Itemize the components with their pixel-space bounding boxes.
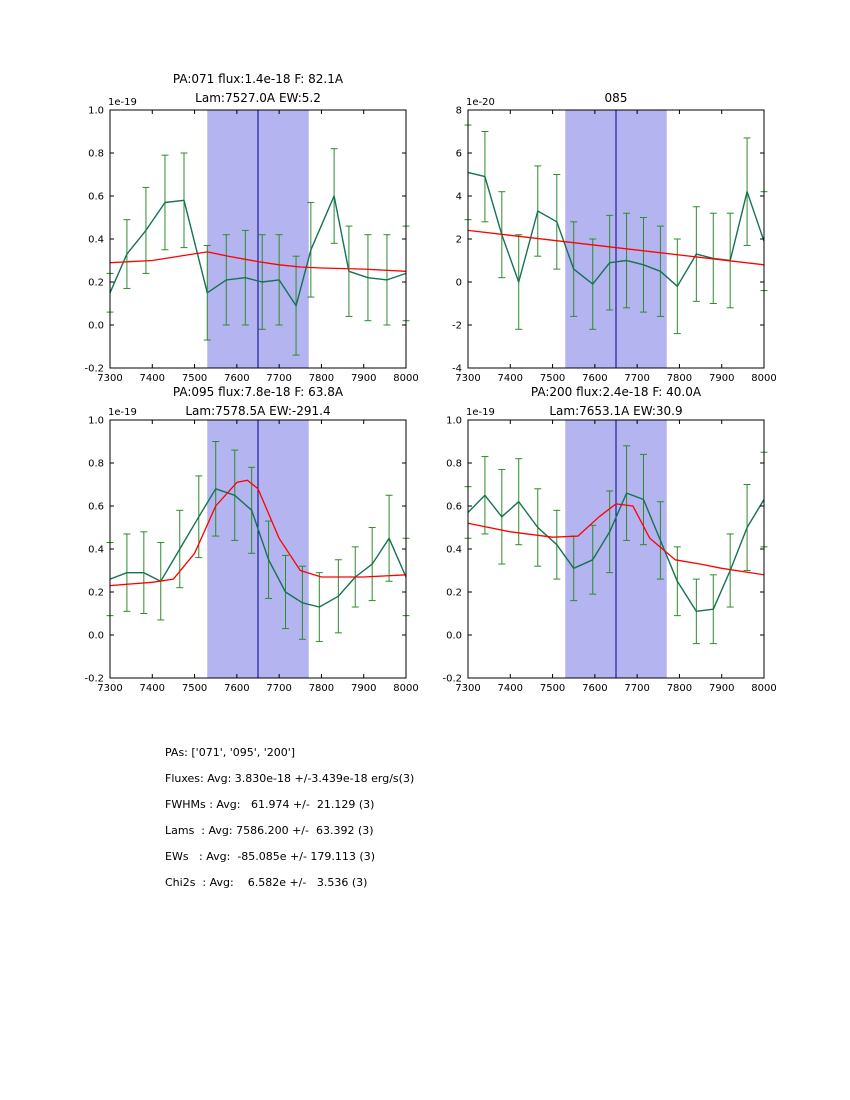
summary-line-fluxes: Fluxes: Avg: 3.830e-18 +/-3.439e-18 erg/…	[165, 772, 415, 785]
plot-area-pa200: 7300 7400 7500 7600 7700 7800 7900 8000 -0.2 0.0 0…	[442, 407, 776, 694]
y-tick-label: 1.0	[88, 106, 104, 117]
y-tick-label: 0.2	[446, 588, 462, 599]
x-tick-label: 7300	[455, 683, 480, 694]
fit-line	[467, 229, 765, 266]
x-tick-label: 7400	[140, 683, 165, 694]
y-tick-label: 0.0	[446, 631, 462, 642]
x-tick-label: 7500	[182, 683, 207, 694]
x-tick-label: 7800	[667, 683, 692, 694]
y-tick-label: 0.6	[446, 502, 462, 513]
x-tick-label: 7500	[540, 373, 565, 384]
x-tick-label: 8000	[393, 683, 418, 694]
x-tick-label: 7700	[266, 683, 291, 694]
x-tick-label: 8000	[751, 683, 776, 694]
axis-offset-label: 1e-19	[108, 407, 137, 418]
axis-offset-label: 1e-19	[108, 97, 137, 108]
y-tick-label: 2	[456, 235, 462, 246]
x-tick-label: 7700	[624, 373, 649, 384]
plot-area-pa095: 7300 7400 7500 7600 7700 7800 7900 8000 -0.2 0.0 0…	[84, 407, 418, 694]
y-tick-label: 0.4	[88, 545, 104, 556]
x-tick-label: 7500	[182, 373, 207, 384]
subplot-title: PA:071 flux:1.4e-18 F: 82.1A Lam:7527.0A…	[110, 70, 406, 108]
y-tick-label: -0.2	[84, 364, 104, 375]
y-tick-label: 4	[456, 192, 462, 203]
x-tick-label: 7800	[309, 373, 334, 384]
y-tick-label: 0.4	[88, 235, 104, 246]
subplot-pa095: PA:095 flux:7.8e-18 F: 63.8A Lam:7578.5A…	[60, 383, 430, 718]
data-line	[109, 195, 407, 307]
y-tick-label: 0.8	[88, 459, 104, 470]
axis-offset-label: 1e-19	[466, 407, 495, 418]
subplot-pa200: PA:200 flux:2.4e-18 F: 40.0A Lam:7653.1A…	[418, 383, 788, 718]
y-tick-label: -0.2	[442, 674, 462, 685]
fit-line	[109, 479, 407, 587]
subplot-title-line1: PA:071 flux:1.4e-18 F: 82.1A	[172, 72, 344, 86]
y-tick-label: 0.2	[88, 588, 104, 599]
y-tick-label: -0.2	[84, 674, 104, 685]
x-tick-label: 7300	[97, 373, 122, 384]
x-tick-label: 7900	[709, 373, 734, 384]
subplot-title: PA:200 flux:2.4e-18 F: 40.0A Lam:7653.1A…	[468, 383, 764, 421]
x-tick-label: 7900	[351, 683, 376, 694]
x-tick-label: 8000	[393, 373, 418, 384]
x-tick-label: 7700	[624, 683, 649, 694]
plot-area-085: 7300 7400 7500 7600 7700 7800 7900 8000 -4 -2 0 2 4 6…	[452, 97, 777, 384]
summary-line-ews: EWs : Avg: -85.085e +/- 179.113 (3)	[165, 850, 375, 863]
y-tick-label: 0.8	[88, 149, 104, 160]
x-tick-label: 7900	[351, 373, 376, 384]
y-tick-label: 1.0	[88, 416, 104, 427]
x-tick-label: 7600	[224, 373, 249, 384]
summary-line-lams: Lams : Avg: 7586.200 +/- 63.392 (3)	[165, 824, 374, 837]
y-tick-label: 8	[456, 106, 462, 117]
x-tick-label: 7800	[667, 373, 692, 384]
x-tick-label: 7400	[498, 373, 523, 384]
subplot-085: 085 7300 7400 7500 7600 7700 7800 7900 8000 -4 -2…	[418, 70, 788, 405]
subplot-title-line2: Lam:7653.1A EW:30.9	[549, 404, 683, 418]
y-tick-label: 6	[456, 149, 462, 160]
summary-line-pas: PAs: ['071', '095', '200']	[165, 746, 296, 759]
subplot-title-line1: PA:200 flux:2.4e-18 F: 40.0A	[530, 385, 702, 399]
x-tick-label: 7900	[709, 683, 734, 694]
summary-line-chi2s: Chi2s : Avg: 6.582e +/- 3.536 (3)	[165, 876, 368, 889]
y-tick-label: 0.0	[88, 321, 104, 332]
x-tick-label: 7800	[309, 683, 334, 694]
x-tick-label: 8000	[751, 373, 776, 384]
subplot-title: PA:095 flux:7.8e-18 F: 63.8A Lam:7578.5A…	[110, 383, 406, 421]
x-tick-label: 7600	[582, 373, 607, 384]
subplot-pa071: PA:071 flux:1.4e-18 F: 82.1A Lam:7527.0A…	[60, 70, 430, 405]
x-tick-label: 7400	[140, 373, 165, 384]
y-tick-label: 0	[456, 278, 462, 289]
subplot-title-line2: Lam:7578.5A EW:-291.4	[185, 404, 331, 418]
x-tick-label: 7700	[266, 373, 291, 384]
x-tick-label: 7300	[97, 683, 122, 694]
y-tick-label: -4	[452, 364, 462, 375]
summary-line-fwhms: FWHMs : Avg: 61.974 +/- 21.129 (3)	[165, 798, 375, 811]
subplot-title: 085	[468, 70, 764, 108]
y-tick-label: 0.2	[88, 278, 104, 289]
y-tick-label: 0.6	[88, 502, 104, 513]
data-line	[109, 488, 407, 608]
subplot-title-line2: Lam:7527.0A EW:5.2	[195, 91, 321, 105]
x-tick-label: 7500	[540, 683, 565, 694]
subplot-title-line1: PA:095 flux:7.8e-18 F: 63.8A	[172, 385, 344, 399]
axis-offset-label: 1e-20	[466, 97, 495, 108]
summary-text: PAs: ['071', '095', '200'] Fluxes: Avg: …	[165, 740, 414, 896]
fit-line	[467, 503, 765, 576]
subplot-title-line1: 085	[604, 91, 628, 105]
x-tick-label: 7600	[224, 683, 249, 694]
x-tick-label: 7600	[582, 683, 607, 694]
y-tick-label: 0.6	[88, 192, 104, 203]
y-tick-label: 0.8	[446, 459, 462, 470]
x-tick-label: 7400	[498, 683, 523, 694]
y-tick-label: 1.0	[446, 416, 462, 427]
plot-area-pa071: 7300 7400 7500 7600 7700 7800 7900 8000 -0.2 0.0 0…	[84, 97, 418, 384]
y-tick-label: 0.4	[446, 545, 462, 556]
fit-line	[109, 251, 407, 272]
data-line	[467, 492, 765, 613]
x-tick-label: 7300	[455, 373, 480, 384]
y-tick-label: 0.0	[88, 631, 104, 642]
y-tick-label: -2	[452, 321, 462, 332]
